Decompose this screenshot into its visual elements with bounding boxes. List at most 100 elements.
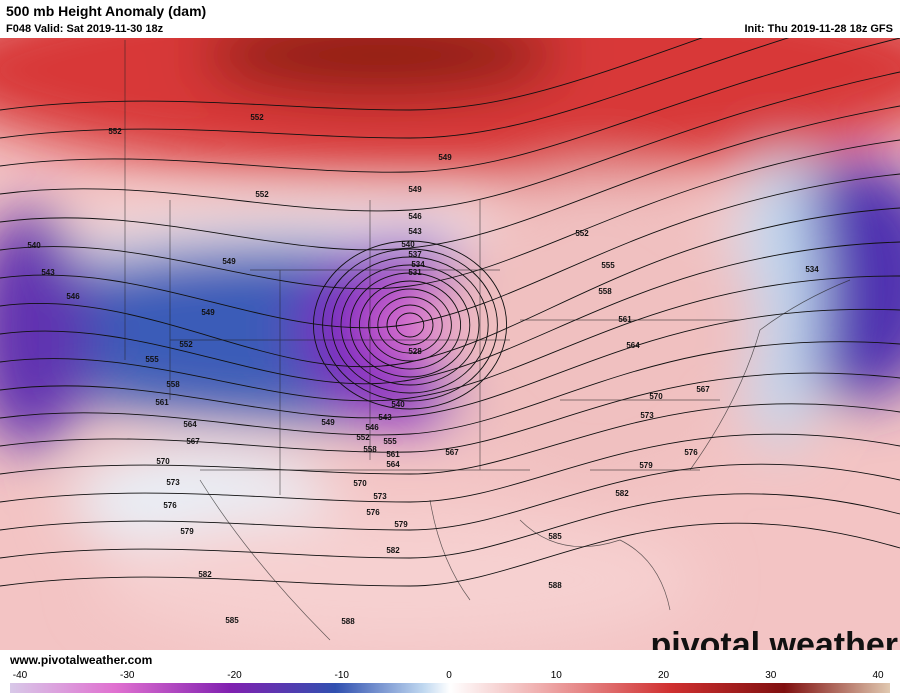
- contour-label: 555: [145, 355, 159, 364]
- contour-label: 549: [222, 257, 236, 266]
- contour-line: [340, 264, 480, 386]
- colorbar-tick-label: 20: [658, 670, 670, 681]
- contour-label: 582: [386, 546, 400, 555]
- valid-time: F048 Valid: Sat 2019-11-30 18z: [6, 23, 164, 35]
- contour-line: [0, 463, 900, 531]
- contour-label: 588: [548, 581, 562, 590]
- contour-line: [377, 296, 443, 354]
- contour-label: 588: [341, 617, 355, 626]
- contour-label: 561: [386, 450, 400, 459]
- contour-label: 534: [805, 265, 819, 274]
- contour-label: 549: [321, 418, 335, 427]
- contour-label: 579: [394, 520, 408, 529]
- contour-label: 534: [411, 260, 425, 269]
- contour-label: 558: [166, 380, 180, 389]
- colorbar-ticks: -40 -30 -20 -10 0 10 20 30 40: [13, 670, 884, 681]
- init-time: Init: Thu 2019-11-28 18z GFS: [744, 23, 893, 35]
- contour-line: [0, 341, 900, 436]
- contour-label: 552: [575, 229, 589, 238]
- contour-line: [368, 288, 452, 362]
- contour-line: [0, 38, 790, 139]
- contour-line: [0, 372, 900, 453]
- contour-label: 567: [186, 437, 200, 446]
- contour-label: 552: [179, 340, 193, 349]
- contour-label: 555: [601, 261, 615, 270]
- contour-label: 576: [163, 501, 177, 510]
- contour-label: 540: [27, 241, 41, 250]
- contour-label: 549: [201, 308, 215, 317]
- contour-label: 558: [598, 287, 612, 296]
- contour-line: [331, 256, 489, 394]
- contour-line: [0, 105, 900, 251]
- contour-label: 576: [366, 508, 380, 517]
- contour-label: 573: [373, 492, 387, 501]
- contours: [0, 38, 900, 587]
- contour-label: 564: [386, 460, 400, 469]
- contour-label: 540: [391, 400, 405, 409]
- contour-label: 576: [684, 448, 698, 457]
- contour-line: [0, 38, 703, 111]
- contour-label: 552: [250, 113, 264, 122]
- contour-line: [0, 403, 900, 475]
- contour-label: 564: [626, 341, 640, 350]
- contour-line: [0, 275, 900, 402]
- contour-line: [0, 139, 900, 290]
- contour-labels: 5525525525495495465435405375345315285405…: [27, 113, 819, 626]
- contour-label: 552: [108, 127, 122, 136]
- contour-label: 546: [365, 423, 379, 432]
- contour-line: [0, 38, 900, 173]
- contour-label: 579: [180, 527, 194, 536]
- contour-label: 549: [408, 185, 422, 194]
- colorbar-tick-label: -30: [120, 670, 135, 681]
- contour-line: [0, 71, 900, 212]
- contour-label: 582: [198, 570, 212, 579]
- contour-label: 555: [383, 437, 397, 446]
- contour-label: 552: [356, 433, 370, 442]
- contour-label: 528: [408, 347, 422, 356]
- colorbar-tick-label: -10: [335, 670, 350, 681]
- contour-label: 543: [41, 268, 55, 277]
- contour-line: [0, 433, 900, 503]
- contour-label: 573: [166, 478, 180, 487]
- contour-line: [386, 304, 434, 346]
- colorbar-tick-label: 40: [872, 670, 884, 681]
- contour-label: 561: [618, 315, 632, 324]
- contour-label: 546: [66, 292, 80, 301]
- contour-line: [0, 308, 900, 419]
- contour-label: 570: [353, 479, 367, 488]
- title: 500 mb Height Anomaly (dam): [6, 3, 206, 19]
- footer-url: www.pivotalweather.com: [9, 653, 152, 667]
- contour-label: 549: [438, 153, 452, 162]
- colorbar-tick-label: 0: [446, 670, 452, 681]
- contour-label: 582: [615, 489, 629, 498]
- contour-label: 546: [408, 212, 422, 221]
- colorbar-tick-label: 30: [765, 670, 777, 681]
- contour-line: [0, 173, 900, 329]
- contour-line: [0, 493, 900, 559]
- contour-line: [349, 272, 471, 378]
- contour-label: 567: [445, 448, 459, 457]
- contour-line: [312, 240, 508, 410]
- contour-line: [358, 280, 462, 370]
- contour-label: 567: [696, 385, 710, 394]
- contour-label: 585: [548, 532, 562, 541]
- map: [0, 38, 900, 650]
- contour-label: 558: [363, 445, 377, 454]
- contour-label: 543: [408, 227, 422, 236]
- colorbar-tick-label: 10: [551, 670, 563, 681]
- contour-label: 543: [378, 413, 392, 422]
- colorbar: [10, 683, 890, 693]
- contour-label: 561: [155, 398, 169, 407]
- contour-label: 579: [639, 461, 653, 470]
- contour-label: 570: [649, 392, 663, 401]
- contour-line: [395, 312, 425, 338]
- colorbar-tick-label: -20: [227, 670, 242, 681]
- contour-label: 564: [183, 420, 197, 429]
- contour-label: 570: [156, 457, 170, 466]
- contour-label: 585: [225, 616, 239, 625]
- colorbar-tick-label: -40: [13, 670, 28, 681]
- contour-line: [0, 207, 900, 368]
- boundaries: [124, 40, 851, 641]
- contour-label: 537: [408, 250, 422, 259]
